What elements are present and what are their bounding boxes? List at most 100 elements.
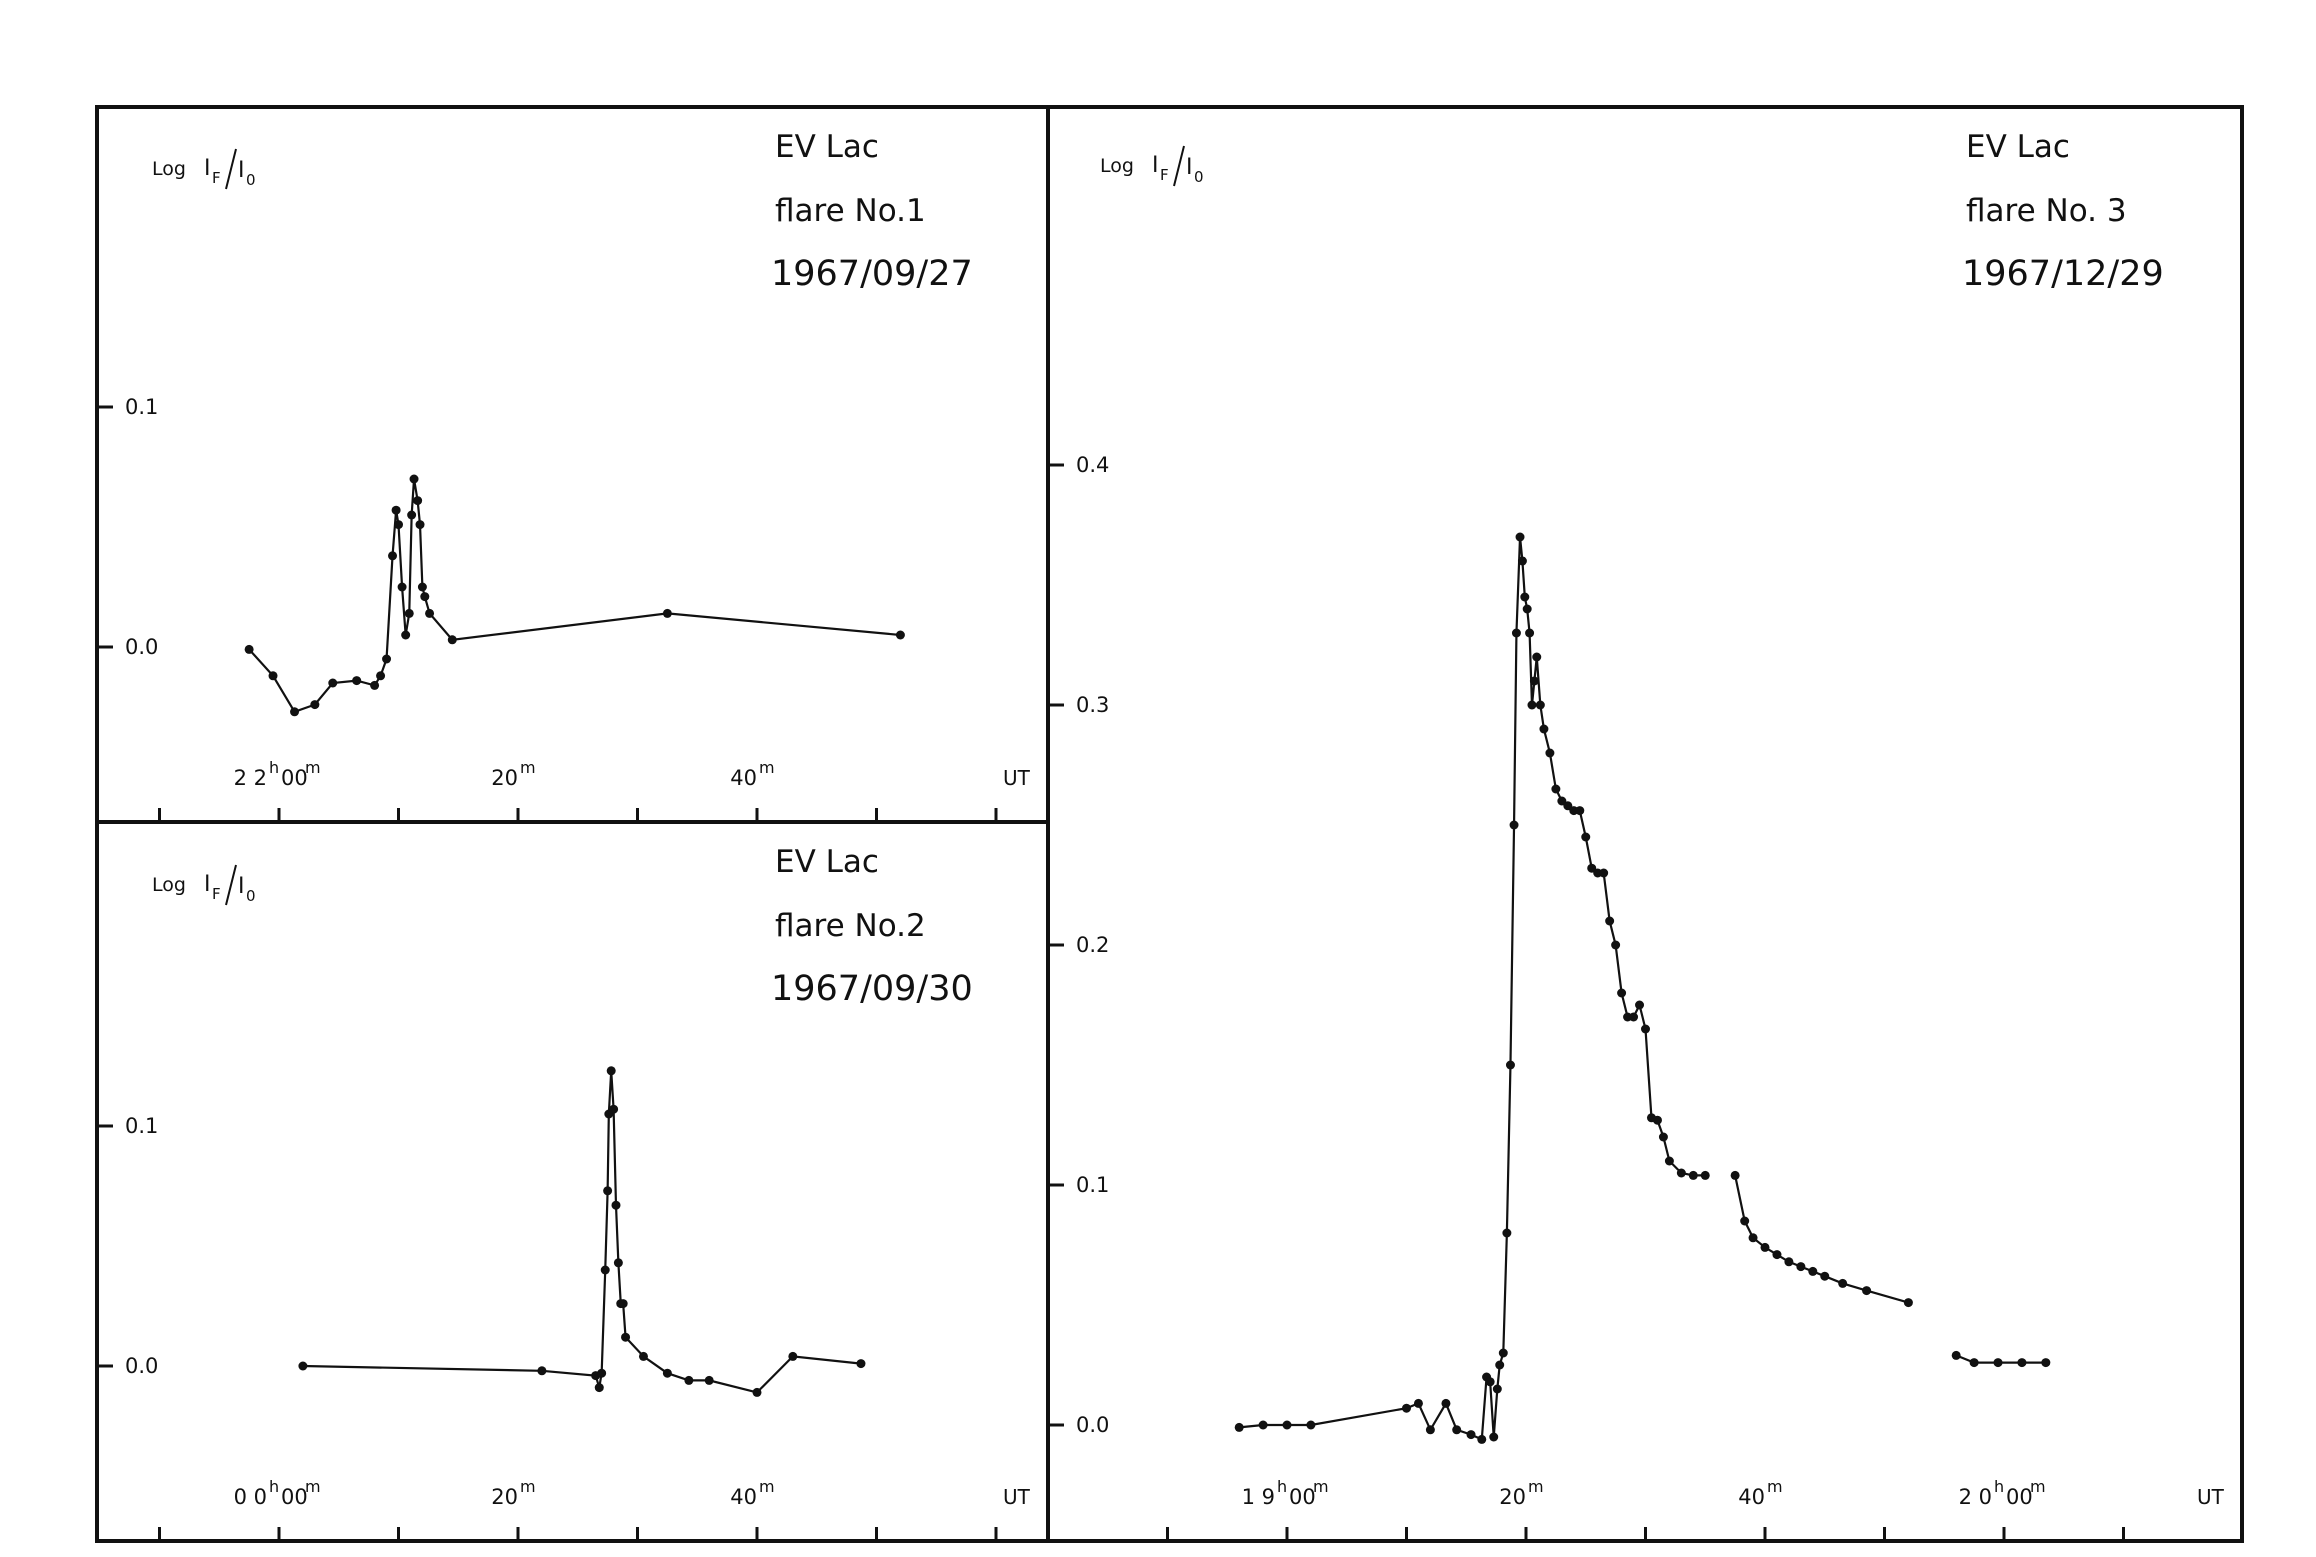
data-point	[662, 608, 672, 618]
x-tick-minute: 20	[491, 766, 518, 790]
x-tick-minute: 00	[1289, 1485, 1316, 1509]
x-unit-label: UT	[2197, 1485, 2225, 1509]
data-point	[376, 671, 386, 681]
data-point	[1969, 1358, 1979, 1368]
panel-title: EV Lac	[1966, 129, 2070, 165]
data-point	[1477, 1434, 1487, 1444]
data-point	[1676, 1168, 1686, 1178]
x-tick-minute: 20	[491, 1485, 518, 1509]
data-point	[1522, 604, 1532, 614]
data-point	[1652, 1115, 1662, 1125]
data-point	[603, 1186, 613, 1196]
y-label-slash	[1173, 145, 1185, 187]
data-point	[268, 671, 278, 681]
data-point	[404, 608, 414, 618]
x-tick-label: 20 m	[491, 758, 535, 790]
data-point	[1515, 532, 1525, 542]
data-point	[1993, 1358, 2003, 1368]
y-axis-label: Log I F I 0	[1100, 145, 1204, 187]
x-tick-h-mark: h	[269, 1477, 279, 1496]
data-point	[621, 1332, 631, 1342]
x-tick-label: 40 m	[730, 758, 774, 790]
data-point	[1425, 1425, 1435, 1435]
y-axis-label: Log I F I 0	[152, 148, 256, 190]
data-point	[352, 676, 362, 686]
panel-date: 1967/09/30	[771, 969, 973, 1009]
data-point	[394, 520, 403, 530]
data-point	[1862, 1286, 1872, 1296]
data-point	[1700, 1170, 1710, 1180]
x-unit-label: UT	[1003, 1485, 1031, 1509]
x-tick-minute: 40	[730, 1485, 757, 1509]
x-tick-minute: 40	[730, 766, 757, 790]
y-tick-label: 0.0	[1076, 1413, 1109, 1437]
data-point	[1563, 801, 1573, 811]
y-tick-label: 0.1	[1076, 1173, 1109, 1197]
panel-subtitle: flare No.2	[775, 908, 926, 944]
data-point	[1772, 1250, 1782, 1260]
data-point	[1413, 1398, 1423, 1408]
data-point	[1505, 1060, 1515, 1070]
data-point	[328, 678, 338, 688]
data-point	[388, 551, 398, 561]
panel-frame	[1046, 105, 2244, 1543]
data-point	[1796, 1262, 1806, 1272]
y-tick-label: 0.1	[125, 1114, 158, 1138]
data-point	[1605, 916, 1615, 926]
data-point	[1545, 748, 1555, 758]
data-point	[391, 505, 401, 515]
x-tick-minute: 20	[1499, 1485, 1526, 1509]
y-tick-label: 0.0	[125, 1354, 158, 1378]
data-point	[2017, 1358, 2027, 1368]
data-point	[420, 592, 430, 602]
data-point	[397, 582, 407, 592]
series-line	[1239, 536, 1706, 1442]
data-point	[638, 1351, 648, 1361]
data-point	[310, 700, 320, 710]
y-axis-label: Log I F I 0	[152, 864, 256, 906]
data-point	[1489, 1432, 1499, 1442]
data-point	[425, 608, 435, 618]
x-tick-label: 1 9 h 00m	[1242, 1477, 1329, 1509]
data-point	[1502, 1228, 1512, 1238]
data-point	[537, 1366, 547, 1376]
x-tick-hour: 1 9	[1242, 1485, 1275, 1509]
data-point	[1529, 676, 1539, 686]
y-label-den-sub: 0	[246, 887, 256, 905]
x-tick-label: 20 m	[491, 1477, 535, 1509]
data-point	[409, 474, 419, 484]
data-point	[1498, 1348, 1508, 1358]
data-point	[1748, 1233, 1758, 1243]
x-tick-label: 40 m	[1738, 1477, 1782, 1509]
series-line	[1734, 1175, 1909, 1304]
y-label-num-sub: F	[212, 169, 221, 187]
x-tick-m-mark: m	[305, 1477, 321, 1496]
data-point	[1306, 1420, 1316, 1430]
y-tick-label: 0.4	[1076, 453, 1109, 477]
data-point	[752, 1387, 762, 1397]
data-point	[1617, 988, 1627, 998]
x-unit-label: UT	[1003, 766, 1031, 790]
data-point	[244, 644, 254, 654]
data-point	[1539, 724, 1549, 734]
data-point	[1492, 1384, 1502, 1394]
y-label-den-sub: 0	[246, 171, 256, 189]
data-point	[1234, 1422, 1244, 1432]
data-point	[1466, 1430, 1476, 1440]
data-point	[1808, 1266, 1818, 1276]
y-label-num-sub: F	[1160, 166, 1169, 184]
data-point	[1730, 1170, 1740, 1180]
x-tick-m-mark: m	[759, 758, 775, 777]
panel-date: 1967/12/29	[1962, 254, 2164, 294]
data-point	[1452, 1425, 1462, 1435]
x-tick-m-mark: m	[520, 758, 536, 777]
x-tick-m-mark: m	[1528, 1477, 1544, 1496]
data-point	[662, 1368, 672, 1378]
data-point	[856, 1359, 866, 1369]
y-label-num: I	[204, 872, 211, 897]
series-line	[302, 1070, 862, 1394]
x-tick-m-mark: m	[305, 758, 321, 777]
data-point	[401, 630, 411, 640]
panel-title: EV Lac	[775, 129, 879, 165]
